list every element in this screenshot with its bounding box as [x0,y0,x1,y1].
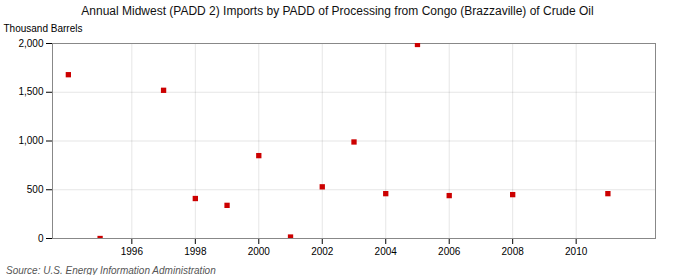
svg-text:Thousand Barrels: Thousand Barrels [4,23,83,34]
svg-text:2,000: 2,000 [18,38,43,49]
svg-text:2010: 2010 [565,246,588,257]
svg-text:2006: 2006 [438,246,461,257]
html-text:Source: U.S. Energy Informatio: Source: U.S. Energy Information Administ… [6,265,216,275]
svg-text:2004: 2004 [375,246,398,257]
svg-text:2000: 2000 [248,246,271,257]
svg-text:1,500: 1,500 [18,86,43,97]
svg-text:1996: 1996 [121,246,144,257]
svg-text:2002: 2002 [311,246,334,257]
svg-text:1998: 1998 [184,246,207,257]
html-text:Annual Midwest (PADD 2) Import: Annual Midwest (PADD 2) Imports by PADD … [81,4,594,18]
svg-text:500: 500 [27,184,44,195]
svg-text:2008: 2008 [502,246,525,257]
svg-text:1,000: 1,000 [18,135,43,146]
svg-text:0: 0 [38,233,44,244]
